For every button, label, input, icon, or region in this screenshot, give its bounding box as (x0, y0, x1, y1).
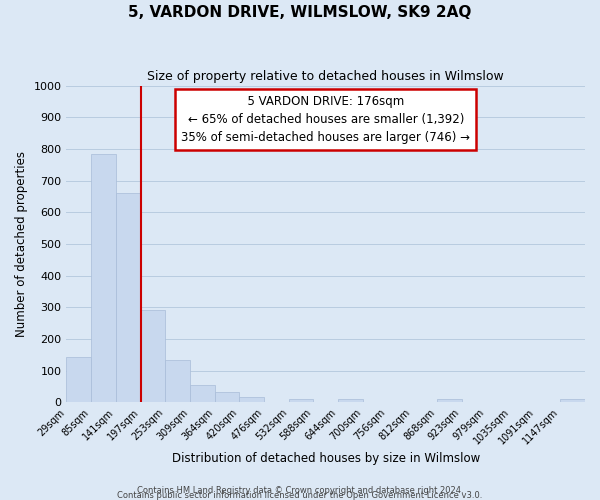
Bar (239, 397, 264, 402)
Bar (116, 194, 140, 402)
Bar (215, 392, 239, 402)
Bar (140, 310, 165, 402)
Title: Size of property relative to detached houses in Wilmslow: Size of property relative to detached ho… (148, 70, 504, 83)
X-axis label: Distribution of detached houses by size in Wilmslow: Distribution of detached houses by size … (172, 452, 480, 465)
Bar (437, 398, 461, 402)
Text: Contains public sector information licensed under the Open Government Licence v3: Contains public sector information licen… (118, 491, 482, 500)
Bar (190, 385, 215, 402)
Bar (91, 154, 116, 402)
Text: 5, VARDON DRIVE, WILMSLOW, SK9 2AQ: 5, VARDON DRIVE, WILMSLOW, SK9 2AQ (128, 5, 472, 20)
Text: 5 VARDON DRIVE: 176sqm  
← 65% of detached houses are smaller (1,392)
35% of sem: 5 VARDON DRIVE: 176sqm ← 65% of detached… (181, 95, 470, 144)
Bar (67, 357, 91, 403)
Y-axis label: Number of detached properties: Number of detached properties (15, 151, 28, 337)
Bar (289, 398, 313, 402)
Bar (560, 398, 585, 402)
Bar (338, 400, 363, 402)
Bar (165, 360, 190, 403)
Text: Contains HM Land Registry data © Crown copyright and database right 2024.: Contains HM Land Registry data © Crown c… (137, 486, 463, 495)
